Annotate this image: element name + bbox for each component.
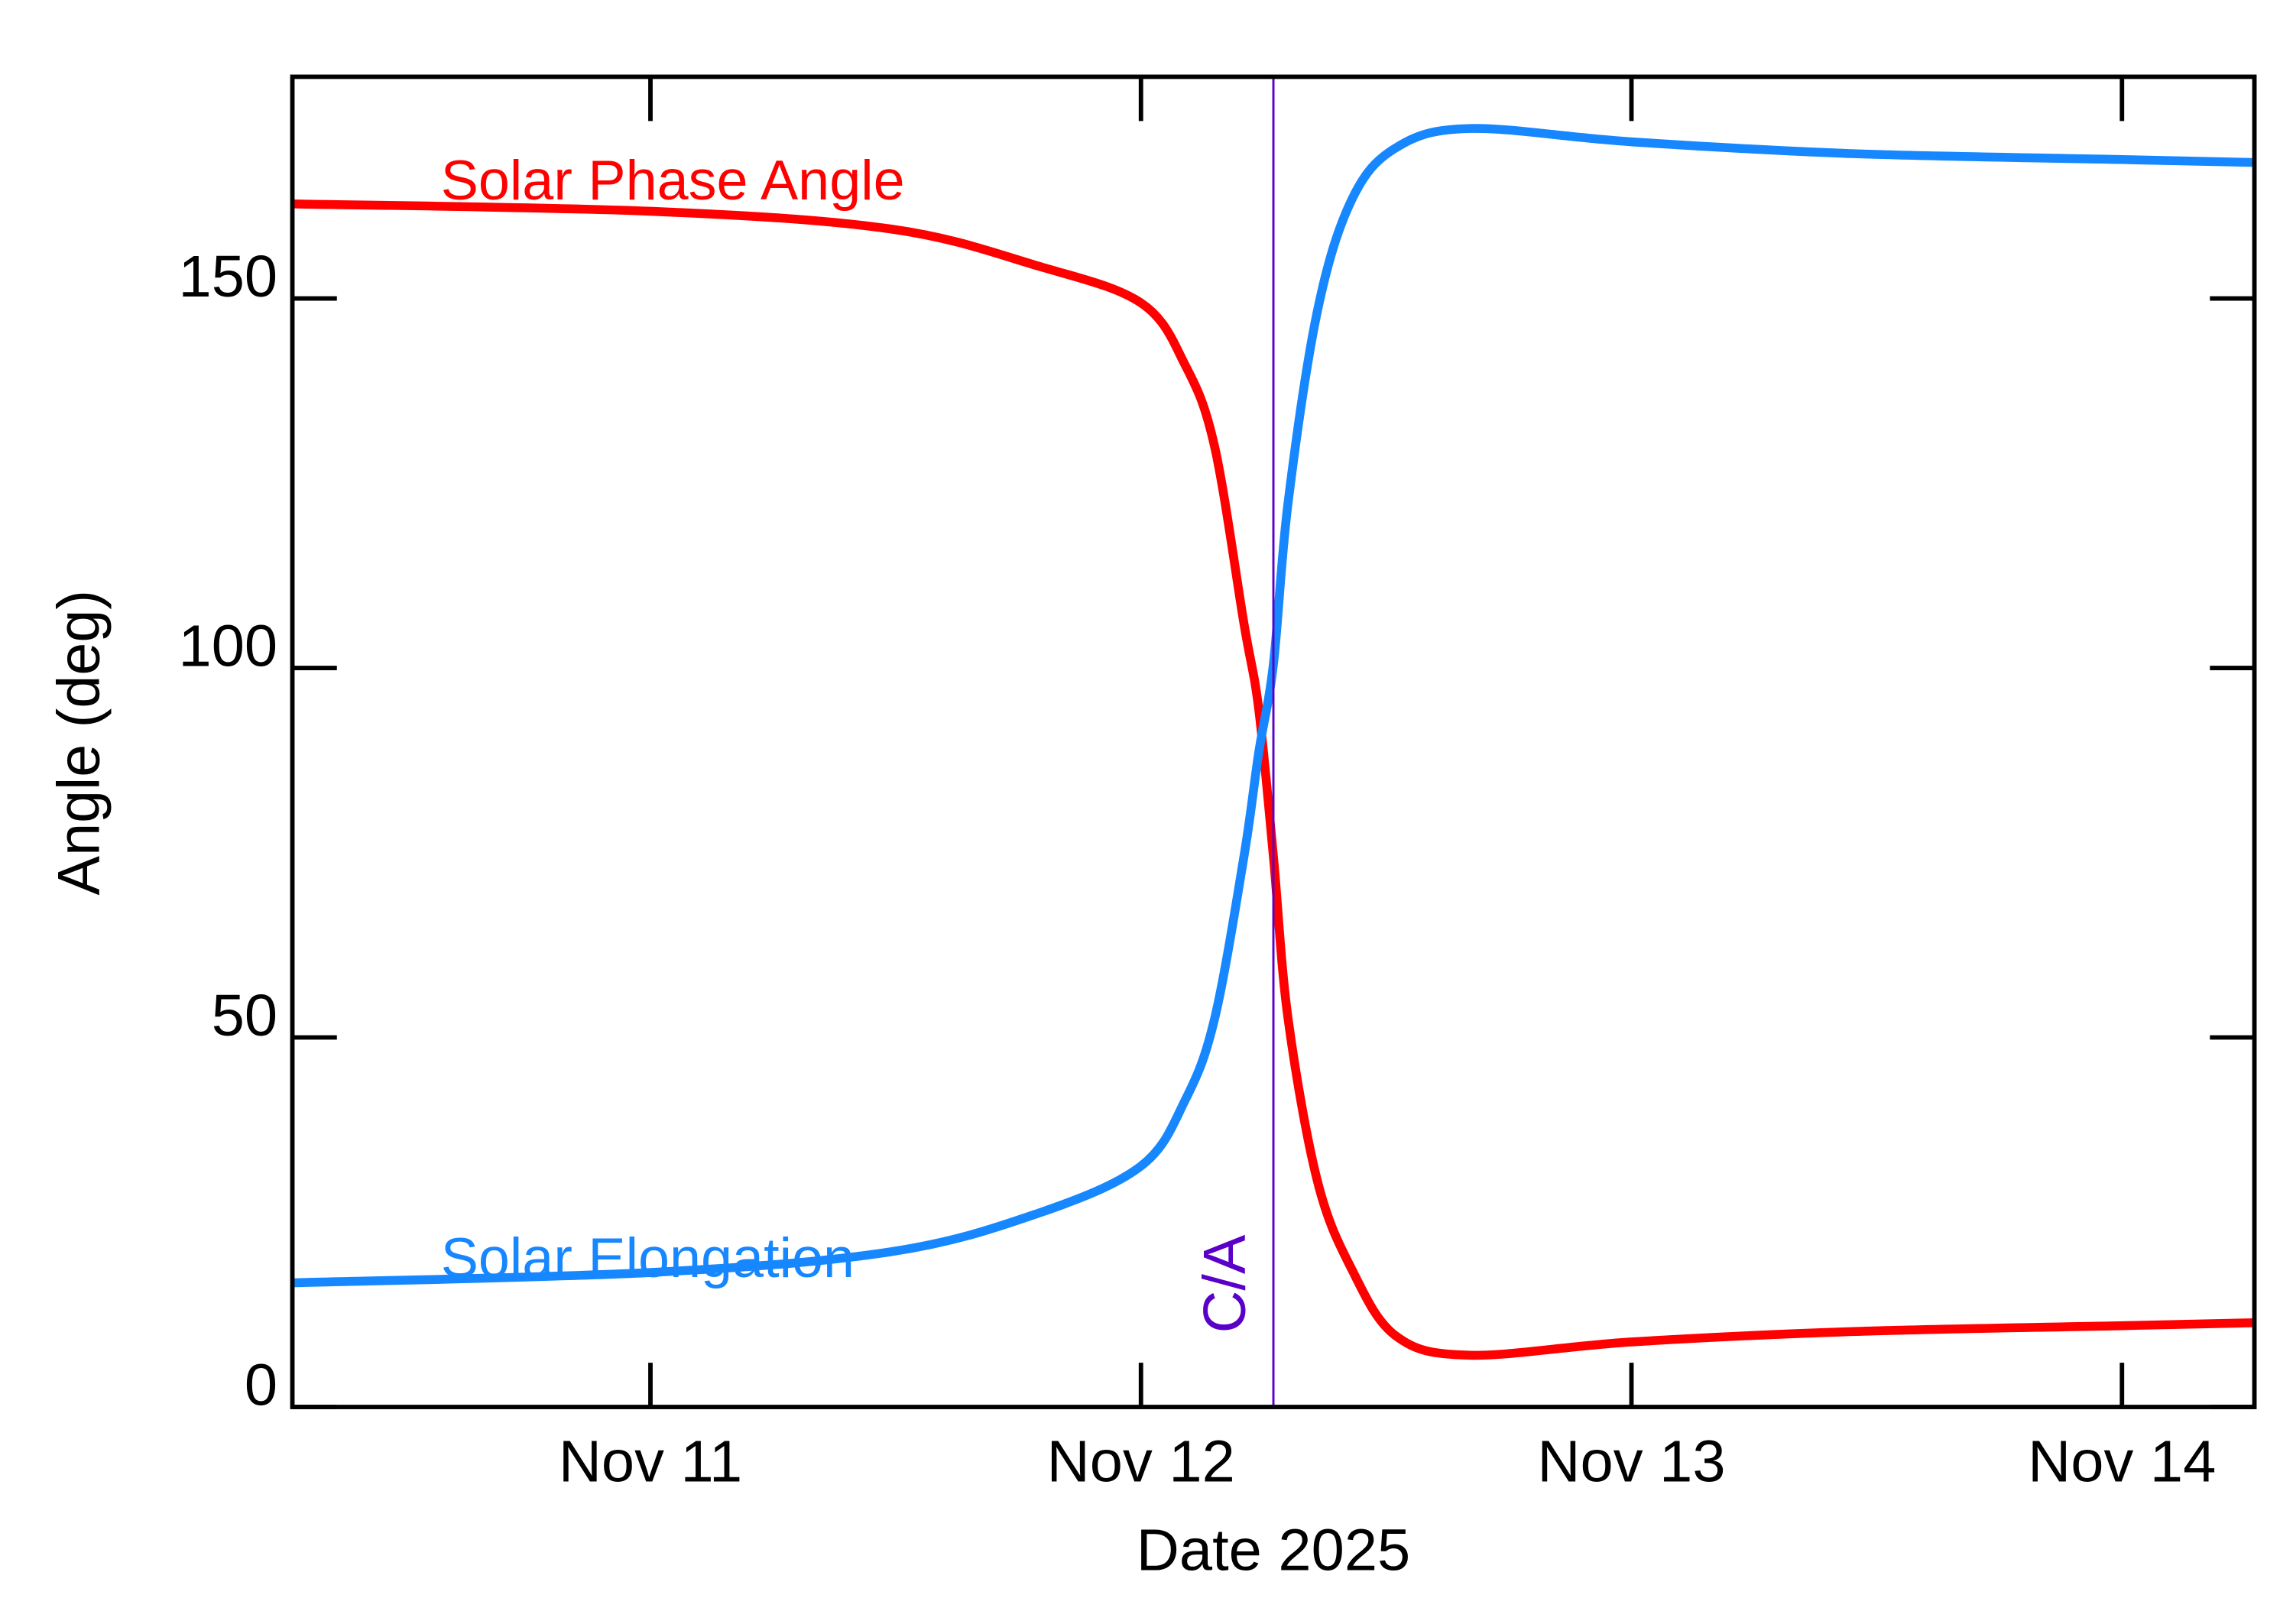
x-tick-label: Nov 13 [1537, 1429, 1725, 1495]
y-tick-label: 50 [212, 983, 277, 1049]
y-tick-label: 100 [179, 613, 278, 679]
series-label: Solar Elongation [441, 1226, 855, 1289]
x-tick-label: Nov 11 [559, 1429, 742, 1495]
y-axis-title: Angle (deg) [46, 590, 112, 895]
plot-frame [290, 74, 2257, 1409]
x-tick-label: Nov 12 [1047, 1429, 1235, 1495]
series-label: Solar Phase Angle [441, 148, 905, 212]
x-tick-label: Nov 14 [2028, 1429, 2216, 1495]
y-tick-label: 150 [179, 244, 278, 310]
annotation-label: C/A [1192, 1234, 1257, 1333]
y-tick-label: 0 [245, 1352, 277, 1418]
x-axis-title: Date 2025 [1137, 1518, 1410, 1583]
